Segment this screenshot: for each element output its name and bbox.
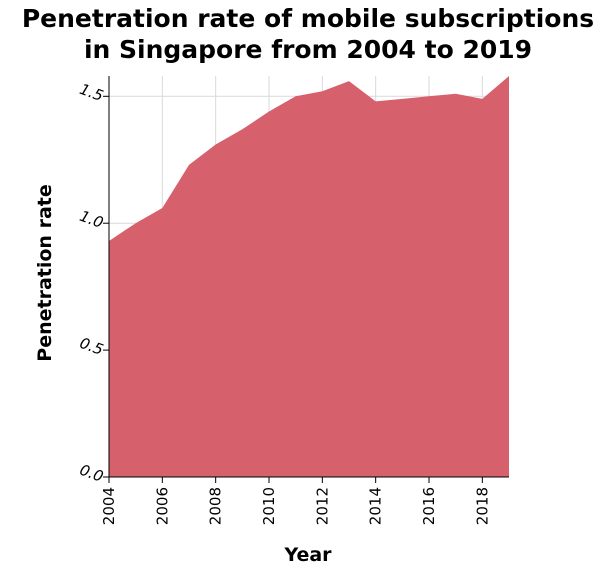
x-tick-label: 2014: [367, 487, 385, 525]
chart-title-line-1: Penetration rate of mobile subscriptions: [21, 4, 595, 33]
x-tick-label: 2004: [100, 487, 118, 525]
area-series-fill: [109, 76, 509, 477]
axes: [108, 76, 509, 478]
x-tick-label: 2010: [260, 487, 278, 525]
x-ticks: 2004 2006 2008 2010 2012 2014 2016 2018: [100, 477, 491, 525]
y-tick-label: 1.0: [77, 207, 106, 232]
x-tick-label: 2016: [420, 487, 438, 525]
y-tick-label: 0.5: [77, 334, 106, 359]
x-axis-label: Year: [283, 544, 332, 566]
y-ticks: 0.0 0.5 1.0 1.5: [77, 80, 109, 486]
x-tick-label: 2006: [153, 487, 171, 525]
y-tick-label: 1.5: [77, 80, 106, 105]
chart-title-line-2: in Singapore from 2004 to 2019: [83, 35, 533, 64]
x-tick-label: 2008: [207, 487, 225, 525]
x-tick-label: 2018: [473, 487, 491, 525]
y-tick-label: 0.0: [77, 461, 106, 486]
x-tick-label: 2012: [313, 487, 331, 525]
y-axis-label: Penetration rate: [34, 184, 56, 361]
plot-area: [109, 76, 509, 477]
